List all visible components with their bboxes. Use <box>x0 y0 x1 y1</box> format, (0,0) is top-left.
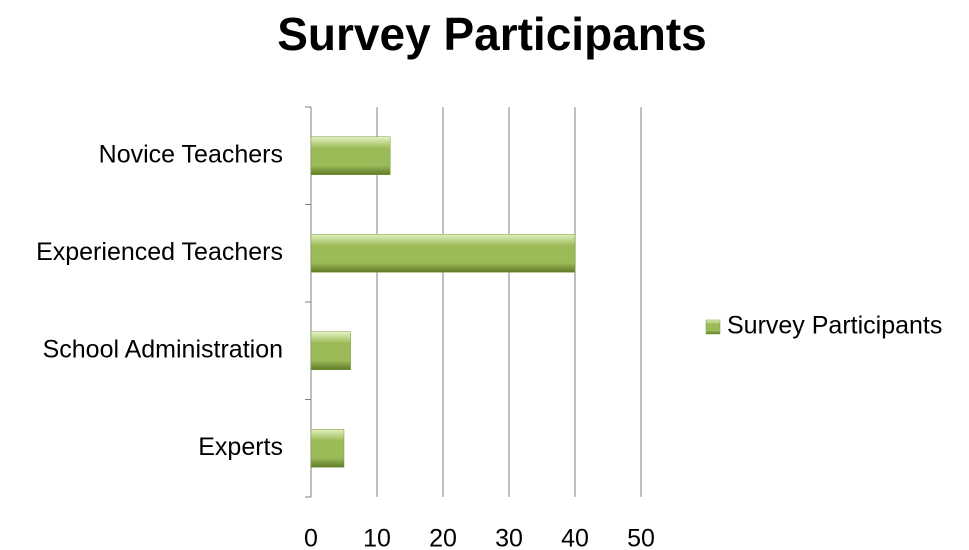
y-tick-label: Experienced Teachers <box>36 238 283 266</box>
x-tick-label: 40 <box>561 525 589 550</box>
bar <box>310 429 345 468</box>
y-tick-label: School Administration <box>43 335 283 363</box>
x-tick-label: 10 <box>363 525 391 550</box>
x-tick-label: 50 <box>627 525 655 550</box>
x-tick-label: 30 <box>495 525 523 550</box>
legend-marker <box>705 319 721 335</box>
y-tick-label: Novice Teachers <box>99 140 283 168</box>
legend-label: Survey Participants <box>727 312 942 340</box>
bar <box>310 136 391 175</box>
bar <box>310 234 576 273</box>
x-tick-label: 0 <box>304 525 318 550</box>
chart-title: Survey Participants <box>277 8 707 60</box>
bar <box>310 331 351 370</box>
x-tick-label: 20 <box>429 525 457 550</box>
y-tick-label: Experts <box>198 433 283 461</box>
